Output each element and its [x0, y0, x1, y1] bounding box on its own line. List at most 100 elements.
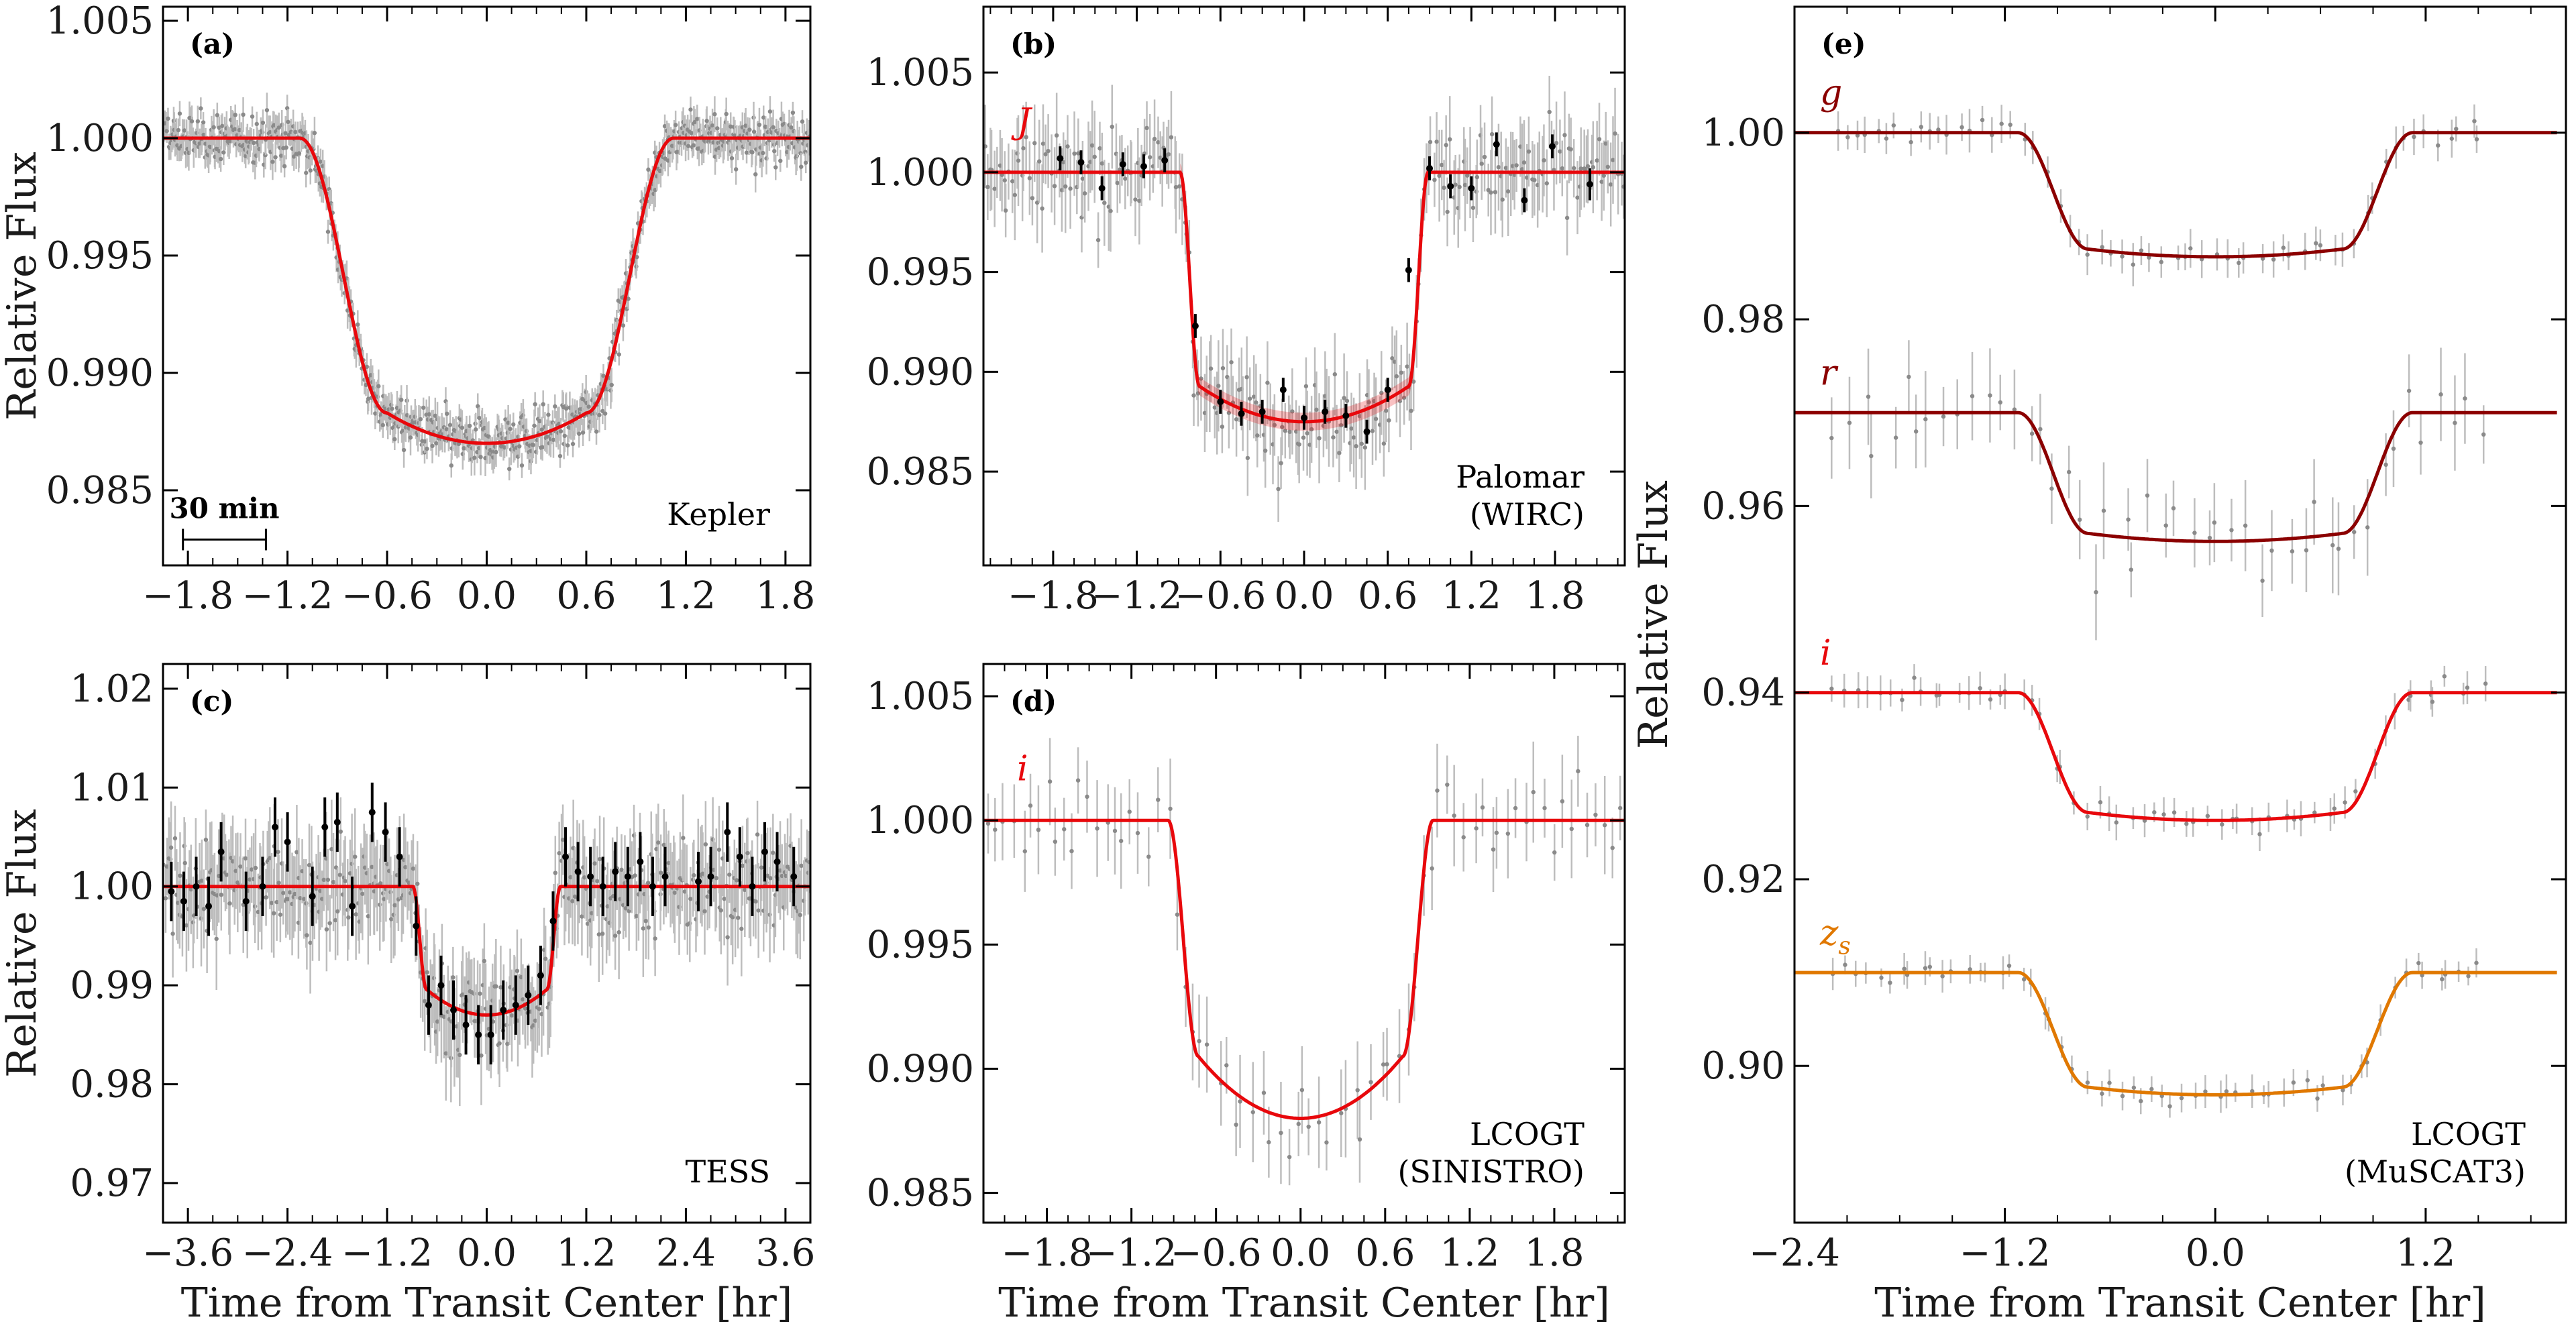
raw-point	[335, 909, 340, 914]
raw-point	[356, 322, 360, 327]
raw-point	[703, 842, 708, 847]
raw-point	[1169, 135, 1174, 140]
raw-point	[1351, 435, 1356, 440]
raw-point	[1526, 149, 1532, 154]
raw-point	[702, 909, 707, 913]
raw-point	[771, 850, 775, 855]
raw-point	[1263, 448, 1268, 453]
x-tick-label: 0.0	[457, 574, 517, 618]
raw-point	[1054, 133, 1059, 138]
y-tick-label: 1.005	[46, 0, 154, 43]
raw-point	[415, 881, 420, 886]
raw-point	[558, 429, 564, 434]
raw-point	[692, 119, 698, 125]
raw-point	[710, 123, 715, 128]
raw-point	[376, 384, 381, 389]
raw-point	[725, 935, 730, 940]
raw-point	[2465, 685, 2470, 690]
binned-point	[637, 858, 644, 865]
raw-point	[757, 122, 762, 127]
raw-point	[2237, 260, 2241, 266]
raw-point	[1500, 197, 1505, 202]
y-tick-label: 0.96	[1701, 484, 1785, 528]
raw-point	[653, 936, 657, 941]
raw-point	[2163, 523, 2168, 528]
raw-point	[675, 150, 680, 154]
raw-point	[2159, 260, 2163, 264]
raw-point	[1401, 395, 1407, 400]
raw-point	[1112, 828, 1118, 834]
raw-point	[557, 453, 563, 459]
raw-point	[364, 364, 370, 370]
raw-point	[293, 129, 298, 135]
raw-point	[1552, 850, 1557, 855]
raw-point	[354, 912, 358, 917]
raw-point	[430, 443, 435, 449]
raw-point	[1102, 201, 1107, 205]
data-layer	[163, 782, 810, 1107]
raw-point	[189, 119, 195, 124]
y-tick-label: 0.90	[1701, 1044, 1785, 1088]
raw-point	[360, 891, 365, 896]
raw-point	[600, 932, 605, 936]
binned-point	[1279, 386, 1287, 394]
x-tick-label: 1.2	[2396, 1231, 2455, 1275]
x-tick-label: −3.6	[142, 1231, 233, 1275]
raw-point	[682, 889, 687, 894]
binned-point	[1384, 386, 1391, 394]
raw-point	[1847, 421, 1852, 425]
raw-point	[1437, 173, 1442, 178]
raw-point	[382, 897, 386, 901]
raw-point	[1909, 140, 1913, 145]
raw-point	[2320, 1083, 2325, 1088]
raw-point	[523, 1006, 528, 1011]
raw-point	[2098, 800, 2103, 805]
raw-point	[211, 125, 216, 129]
raw-point	[1062, 827, 1067, 832]
raw-point	[740, 863, 745, 869]
raw-point	[2120, 254, 2125, 259]
raw-point	[2131, 262, 2136, 267]
raw-point	[1489, 190, 1493, 195]
raw-point	[521, 997, 525, 1002]
raw-point	[1115, 180, 1120, 186]
raw-point	[250, 114, 255, 119]
x-tick-label: −1.2	[1086, 1231, 1177, 1275]
raw-point	[2271, 257, 2276, 262]
model-curve-g	[1794, 131, 2557, 259]
raw-point	[215, 113, 220, 117]
raw-point	[551, 437, 556, 442]
raw-point	[451, 975, 455, 980]
raw-point	[2412, 134, 2416, 140]
raw-point	[1394, 374, 1399, 379]
raw-point	[789, 125, 794, 130]
raw-point	[1043, 152, 1048, 157]
raw-point	[2365, 525, 2370, 530]
raw-point	[1601, 173, 1607, 178]
raw-point	[570, 441, 576, 447]
raw-point	[1532, 178, 1537, 182]
raw-point	[498, 985, 503, 990]
y-tick-label: 0.990	[867, 350, 974, 394]
x-tick-label: 3.6	[755, 1231, 815, 1275]
raw-point	[537, 419, 542, 424]
panel-b: 0.985 0.990 0.995 1.000 1.005 −1.8−1.2−0.6 0.0…	[867, 5, 1626, 618]
raw-point	[580, 430, 586, 435]
x-tick-label: −1.8	[1002, 1231, 1093, 1275]
raw-point	[2006, 963, 2012, 968]
raw-point	[421, 405, 426, 410]
binned-point	[1057, 155, 1064, 162]
raw-point	[325, 229, 331, 234]
binned-point	[487, 1031, 494, 1038]
raw-point	[278, 912, 283, 917]
raw-point	[1544, 181, 1549, 186]
raw-point	[1021, 146, 1026, 151]
raw-point	[985, 184, 990, 190]
raw-point	[460, 425, 465, 430]
raw-point	[1099, 161, 1105, 166]
raw-point	[582, 875, 587, 880]
raw-point	[1900, 698, 1904, 702]
raw-point	[269, 901, 274, 905]
raw-point	[449, 463, 453, 468]
raw-point	[1998, 400, 2002, 405]
